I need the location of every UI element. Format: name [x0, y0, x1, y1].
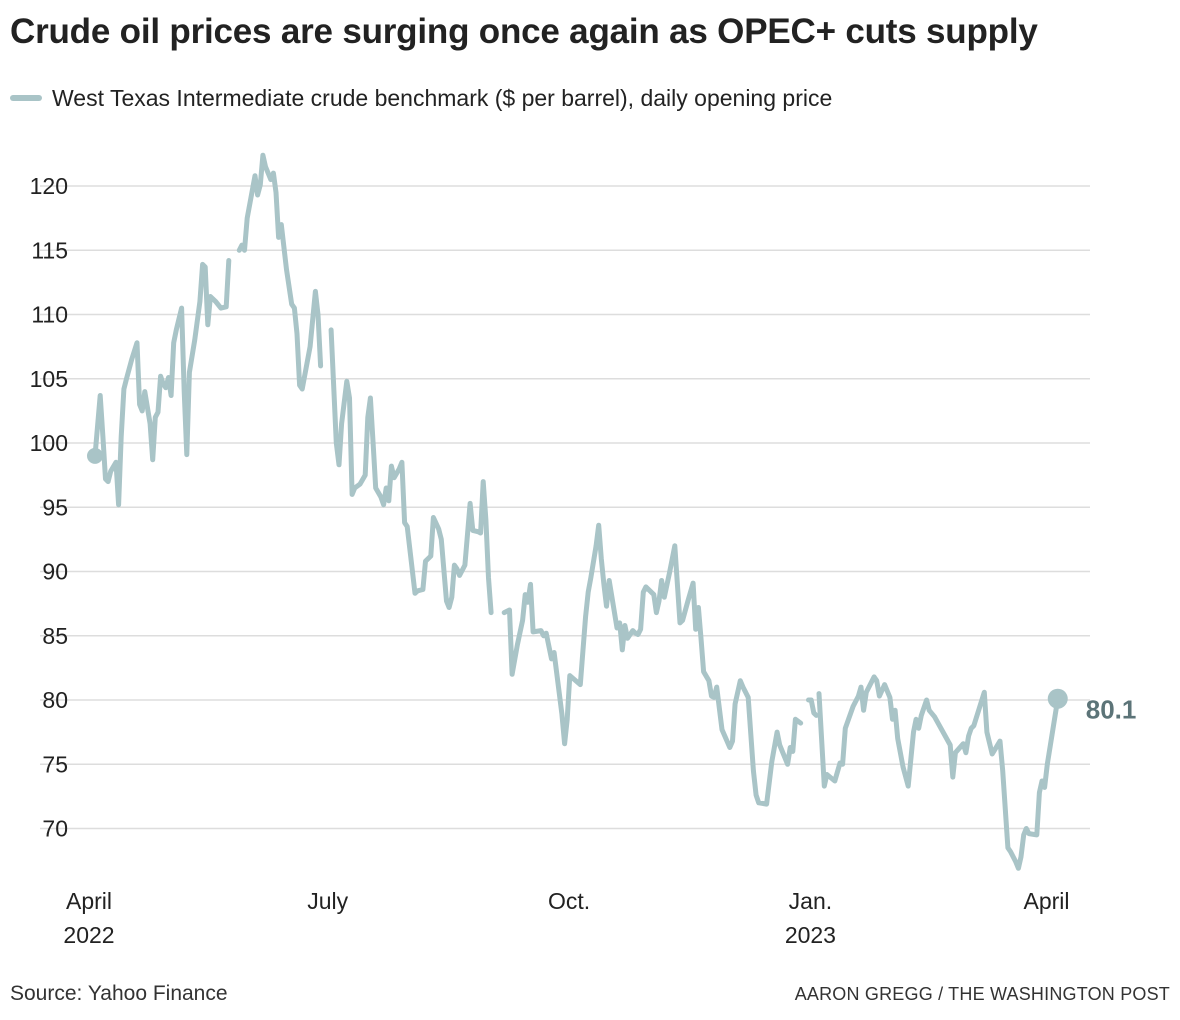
start-point-marker — [87, 447, 103, 464]
price-line-segment — [806, 697, 819, 718]
end-value-label: 80.1 — [1086, 695, 1137, 725]
y-tick-label: 70 — [42, 816, 68, 842]
y-tick-label: 105 — [30, 366, 68, 392]
x-tick-label: July — [307, 888, 348, 914]
credit-line: AARON GREGG / THE WASHINGTON POST — [794, 984, 1170, 1004]
x-tick-label: Oct. — [548, 888, 590, 914]
y-tick-label: 110 — [31, 302, 68, 328]
legend-swatch — [10, 95, 42, 101]
legend-label: West Texas Intermediate crude benchmark … — [52, 84, 833, 111]
x-tick-label: April — [66, 888, 112, 914]
price-line-segment — [92, 258, 232, 508]
price-line-segment — [501, 522, 804, 807]
y-tick-label: 75 — [42, 751, 68, 777]
line-chart: 70 75 80 85 90 95 100 105 110 115 120 April 2022 July… — [30, 152, 1137, 948]
source-note: Source: Yahoo Finance — [10, 982, 228, 1005]
x-tick-year-label: 2023 — [785, 922, 836, 948]
y-tick-label: 95 — [42, 494, 68, 520]
price-line-segment — [328, 327, 494, 616]
x-tick-year-label: 2022 — [63, 922, 114, 948]
x-tick-label: April — [1023, 888, 1069, 914]
price-line-segment — [236, 152, 324, 392]
end-point-marker — [1047, 688, 1068, 709]
price-line-segment — [816, 674, 1061, 871]
legend: West Texas Intermediate crude benchmark … — [10, 84, 832, 112]
y-tick-label: 90 — [42, 559, 68, 585]
y-tick-label: 100 — [30, 430, 68, 456]
y-tick-label: 120 — [30, 173, 68, 199]
x-tick-label: Jan. — [789, 888, 832, 914]
y-tick-label: 115 — [31, 237, 68, 263]
y-tick-label: 80 — [42, 687, 68, 713]
chart-title: Crude oil prices are surging once again … — [10, 12, 1038, 51]
y-tick-label: 85 — [42, 623, 68, 649]
